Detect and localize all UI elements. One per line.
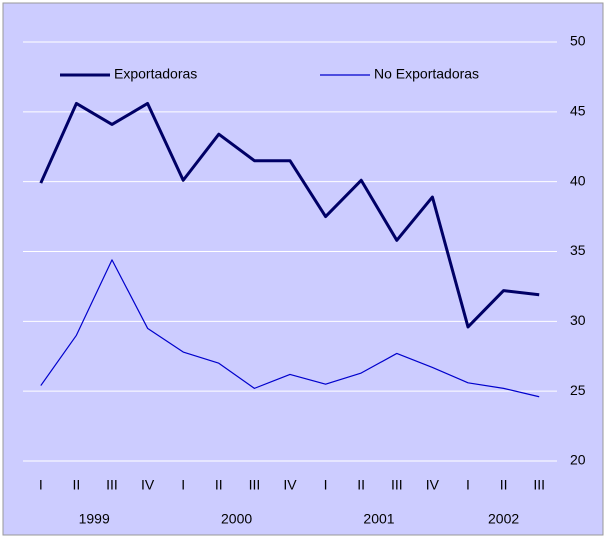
x-tick-label: II xyxy=(215,477,223,493)
x-tick-label: II xyxy=(357,477,365,493)
legend-label: No Exportadoras xyxy=(374,66,479,82)
x-tick-label: III xyxy=(533,477,545,493)
y-tick-label: 30 xyxy=(570,312,586,328)
y-tick-label: 35 xyxy=(570,242,586,258)
x-tick-label: I xyxy=(39,477,43,493)
x-tick-label: I xyxy=(181,477,185,493)
x-tick-label: IV xyxy=(283,477,297,493)
x-group-label: 2002 xyxy=(488,511,519,527)
x-group-label: 1999 xyxy=(79,511,110,527)
chart-background xyxy=(2,2,604,536)
x-group-label: 2001 xyxy=(363,511,394,527)
y-tick-label: 45 xyxy=(570,103,586,119)
x-group-label: 2000 xyxy=(221,511,252,527)
x-tick-label: II xyxy=(500,477,508,493)
x-tick-label: I xyxy=(466,477,470,493)
y-tick-label: 20 xyxy=(570,452,586,468)
x-tick-label: IV xyxy=(141,477,155,493)
x-tick-label: II xyxy=(73,477,81,493)
legend-label: Exportadoras xyxy=(114,66,197,82)
series-line xyxy=(40,259,540,398)
y-tick-label: 25 xyxy=(570,382,586,398)
x-tick-label: III xyxy=(391,477,403,493)
series-line xyxy=(39,101,540,329)
x-tick-label: I xyxy=(324,477,328,493)
x-tick-label: III xyxy=(106,477,118,493)
y-tick-label: 40 xyxy=(570,172,586,188)
x-tick-label: III xyxy=(249,477,261,493)
x-tick-label: IV xyxy=(426,477,440,493)
y-tick-label: 50 xyxy=(570,33,586,49)
